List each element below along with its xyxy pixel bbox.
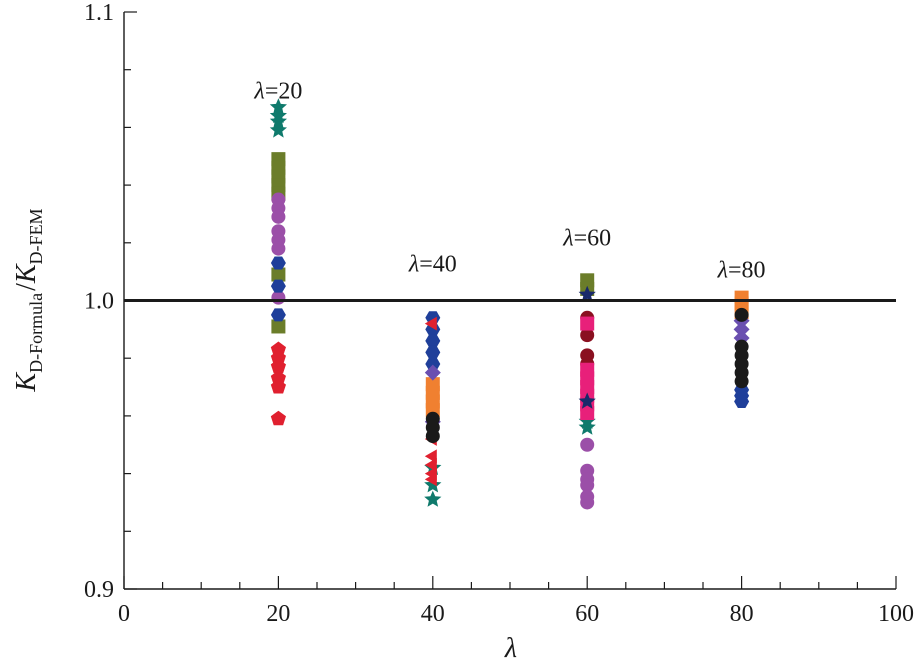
- data-point: [733, 321, 750, 338]
- data-point: [580, 478, 595, 493]
- annotation-label: λ=40: [408, 252, 457, 278]
- data-point: [271, 319, 286, 334]
- x-tick-label: 40: [421, 601, 445, 627]
- minor-ticks: [124, 69, 859, 589]
- annotations: λ=20λ=40λ=60λ=80: [253, 79, 765, 284]
- annotation-value: =60: [574, 226, 612, 252]
- annotation-label: λ=20: [253, 79, 302, 105]
- annotation-lambda: λ: [562, 226, 573, 252]
- y-tick-label: 1.0: [84, 289, 114, 315]
- y-tick-label: 1.1: [84, 0, 114, 26]
- data-point: [270, 279, 286, 293]
- annotation-lambda: λ: [253, 79, 264, 105]
- data-point: [271, 290, 286, 305]
- annotation-lambda: λ: [408, 252, 419, 278]
- data-point: [580, 316, 595, 331]
- data-point: [425, 429, 440, 444]
- data-point: [269, 121, 287, 138]
- annotation-value: =20: [265, 79, 303, 105]
- data-points: [269, 98, 750, 510]
- data-point: [270, 256, 286, 270]
- data-point: [424, 490, 442, 507]
- data-point: [424, 458, 437, 472]
- x-tick-label: 0: [118, 601, 130, 627]
- data-point: [270, 379, 286, 394]
- data-point: [424, 364, 441, 381]
- data-point: [270, 410, 286, 426]
- annotation-label: λ=80: [717, 257, 766, 283]
- data-point: [271, 209, 286, 224]
- data-point: [270, 308, 286, 322]
- data-point: [580, 495, 595, 510]
- data-point: [270, 350, 286, 365]
- annotation-label: λ=60: [562, 226, 611, 252]
- data-point: [271, 241, 286, 256]
- y-title-sub-2: D-FEM: [26, 208, 46, 264]
- data-point: [269, 112, 287, 129]
- x-tick-label: 20: [266, 601, 290, 627]
- data-point: [424, 472, 437, 487]
- data-point: [270, 341, 286, 356]
- data-point: [425, 357, 441, 371]
- y-title-main-1: K: [11, 372, 42, 393]
- x-tick-label: 80: [730, 601, 754, 627]
- data-point: [580, 437, 595, 452]
- data-point: [734, 374, 749, 389]
- annotation-value: =80: [728, 257, 766, 283]
- data-point: [270, 370, 286, 385]
- data-point: [578, 285, 596, 302]
- y-title-sub-1: D-Formula: [26, 293, 46, 373]
- data-point: [271, 267, 286, 282]
- data-point: [425, 345, 441, 359]
- x-tick-label: 60: [575, 601, 599, 627]
- data-point: [578, 418, 596, 435]
- data-point: [270, 358, 286, 374]
- data-point: [269, 98, 287, 115]
- y-title-main-2: K: [11, 263, 42, 284]
- data-point: [424, 476, 442, 493]
- data-point: [580, 328, 595, 343]
- data-point: [425, 334, 441, 348]
- data-point: [734, 307, 749, 322]
- x-tick-label: 100: [878, 601, 914, 627]
- annotation-lambda: λ: [717, 257, 728, 283]
- y-tick-label: 0.9: [84, 577, 114, 603]
- x-axis-title: λ: [504, 633, 517, 662]
- y-axis-title: KD-Formula/KD-FEM: [11, 208, 46, 392]
- data-point: [578, 392, 596, 409]
- tick-labels: 0 20 40 60 80 100 0.9 1.0 1.1: [84, 0, 914, 627]
- data-point: [734, 395, 750, 408]
- data-point: [424, 316, 437, 331]
- data-point: [580, 406, 595, 421]
- annotation-value: =40: [419, 252, 457, 278]
- y-title-sep: /: [11, 283, 42, 291]
